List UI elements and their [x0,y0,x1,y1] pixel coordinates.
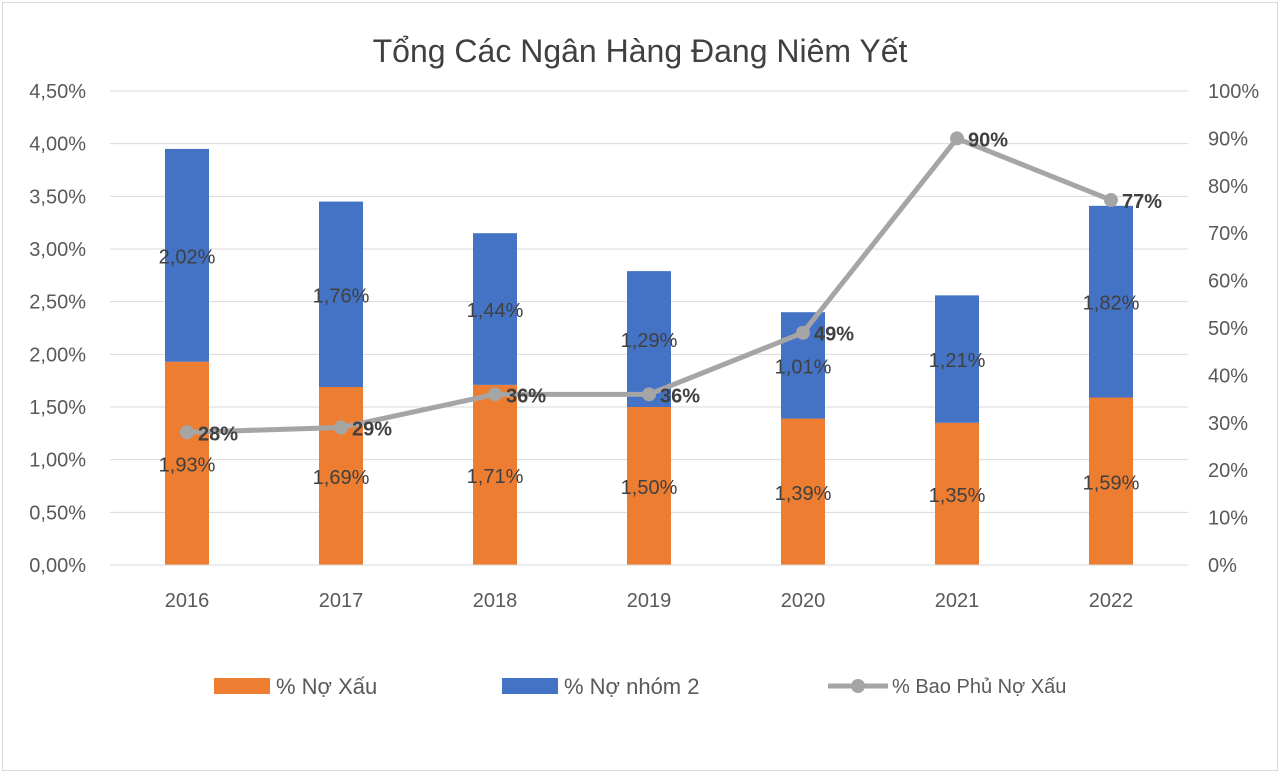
y-left-tick-label: 2,50% [29,292,86,314]
bar-no-xau [319,386,363,565]
line-point [642,387,656,402]
x-tick-label: 2016 [165,590,210,612]
data-label-no-nhom-2: 1,44% [467,300,524,322]
bar-no-nhom-2 [627,271,671,407]
data-label-no-xau: 1,69% [313,467,370,489]
x-tick-label: 2018 [473,590,518,612]
legend-marker-bao-phu [851,679,865,693]
y-right-tick-label: 80% [1208,176,1248,198]
y-left-tick-label: 1,00% [29,450,86,472]
legend-swatch-no-nhom-2 [502,678,558,694]
legend-label-no-xau: % Nợ Xấu [276,674,377,699]
y-left-tick-label: 4,50% [29,81,86,103]
data-label-no-xau: 1,93% [159,454,216,476]
y-right-tick-label: 0% [1208,555,1237,577]
bar-no-xau [935,422,979,565]
data-label-no-nhom-2: 2,02% [159,246,216,268]
data-label-bao-phu: 90% [968,129,1008,151]
x-tick-label: 2019 [627,590,672,612]
legend-label-no-nhom-2: % Nợ nhóm 2 [564,674,699,699]
y-left-tick-label: 1,50% [29,397,86,419]
data-label-no-xau: 1,71% [467,466,524,488]
bar-no-xau [473,384,517,565]
y-right-tick-label: 60% [1208,271,1248,293]
data-label-no-xau: 1,39% [775,483,832,505]
data-label-no-nhom-2: 1,29% [621,330,678,352]
y-left-tick-label: 0,00% [29,555,86,577]
line-point [950,131,964,146]
bar-no-nhom-2 [165,148,209,362]
bar-no-xau [165,361,209,565]
y-right-tick-label: 40% [1208,365,1248,387]
data-label-bao-phu: 36% [660,385,700,407]
y-left-tick-label: 4,00% [29,134,86,156]
bar-no-xau [1089,397,1133,565]
data-label-bao-phu: 49% [814,324,854,346]
y-left-tick-label: 2,00% [29,344,86,366]
x-tick-label: 2017 [319,590,364,612]
y-right-tick-label: 50% [1208,318,1248,340]
bar-no-nhom-2 [473,233,517,385]
data-label-no-nhom-2: 1,82% [1083,293,1140,315]
x-tick-label: 2022 [1089,590,1134,612]
bar-no-nhom-2 [1089,205,1133,398]
line-point [1104,193,1118,208]
data-label-no-nhom-2: 1,76% [313,285,370,307]
y-left-tick-label: 3,00% [29,239,86,261]
y-right-tick-label: 10% [1208,508,1248,530]
y-left-tick-label: 0,50% [29,502,86,524]
data-label-no-xau: 1,59% [1083,472,1140,494]
line-point [796,325,810,340]
y-right-tick-label: 20% [1208,460,1248,482]
data-label-no-nhom-2: 1,01% [775,356,832,378]
y-right-tick-label: 70% [1208,223,1248,245]
data-label-no-xau: 1,50% [621,477,678,499]
legend-swatch-no-xau [214,678,270,694]
bar-no-xau [627,407,671,565]
data-label-bao-phu: 28% [198,423,238,445]
data-label-no-xau: 1,35% [929,485,986,507]
bar-no-nhom-2 [319,201,363,387]
y-left-tick-label: 3,50% [29,186,86,208]
data-label-no-nhom-2: 1,21% [929,350,986,372]
chart-title: Tổng Các Ngân Hàng Đang Niêm Yết [373,33,908,69]
data-label-bao-phu: 29% [352,419,392,441]
line-point [488,387,502,402]
data-label-bao-phu: 77% [1122,191,1162,213]
x-tick-label: 2021 [935,590,980,612]
data-label-bao-phu: 36% [506,385,546,407]
bar-no-nhom-2 [935,295,979,423]
y-right-tick-label: 30% [1208,413,1248,435]
y-right-tick-label: 100% [1208,81,1259,103]
line-point [334,420,348,435]
legend-label-bao-phu: % Bao Phủ Nợ Xấu [892,676,1066,698]
bar-no-xau [781,418,825,565]
x-tick-label: 2020 [781,590,826,612]
y-right-tick-label: 90% [1208,128,1248,150]
line-point [180,425,194,440]
